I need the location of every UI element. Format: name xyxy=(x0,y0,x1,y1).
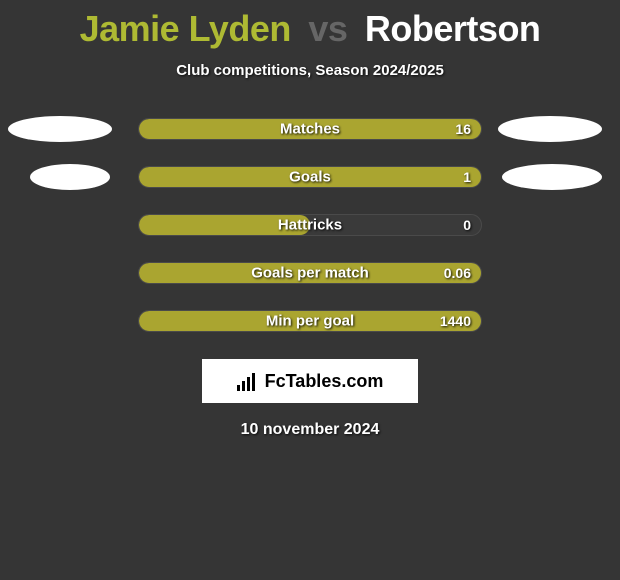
player2-name: Robertson xyxy=(365,8,541,49)
stat-row: Hattricks 0 xyxy=(0,213,620,237)
stat-row: Goals per match 0.06 xyxy=(0,261,620,285)
chart-icon xyxy=(237,371,259,391)
stat-row: Goals 1 xyxy=(0,165,620,189)
player2-avatar xyxy=(498,116,602,142)
stat-value-right: 0.06 xyxy=(444,265,471,281)
date-text: 10 november 2024 xyxy=(0,421,620,439)
stat-value-right: 1 xyxy=(463,169,471,185)
stat-label: Min per goal xyxy=(266,313,354,330)
subtitle: Club competitions, Season 2024/2025 xyxy=(0,62,620,79)
stat-row: Matches 16 xyxy=(0,117,620,141)
stat-label: Goals per match xyxy=(251,265,369,282)
stat-bar: Hattricks 0 xyxy=(138,214,482,236)
stat-bar: Goals 1 xyxy=(138,166,482,188)
stat-bar: Goals per match 0.06 xyxy=(138,262,482,284)
stat-bar: Min per goal 1440 xyxy=(138,310,482,332)
player2-avatar xyxy=(502,164,602,190)
stat-row: Min per goal 1440 xyxy=(0,309,620,333)
stat-value-right: 1440 xyxy=(440,313,471,329)
player1-avatar xyxy=(30,164,110,190)
stats-container: Matches 16 Goals 1 Hattricks 0 Goals per… xyxy=(0,117,620,333)
logo-text: FcTables.com xyxy=(265,371,384,392)
comparison-title: Jamie Lyden vs Robertson xyxy=(0,0,620,50)
vs-text: vs xyxy=(308,8,347,49)
source-logo: FcTables.com xyxy=(202,359,418,403)
player1-name: Jamie Lyden xyxy=(80,8,291,49)
stat-bar: Matches 16 xyxy=(138,118,482,140)
stat-label: Hattricks xyxy=(278,217,342,234)
player1-avatar xyxy=(8,116,112,142)
stat-value-right: 16 xyxy=(455,121,471,137)
stat-label: Goals xyxy=(289,169,331,186)
stat-label: Matches xyxy=(280,121,340,138)
stat-value-right: 0 xyxy=(463,217,471,233)
